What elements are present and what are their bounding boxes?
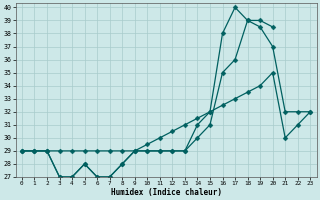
X-axis label: Humidex (Indice chaleur): Humidex (Indice chaleur) <box>111 188 221 197</box>
